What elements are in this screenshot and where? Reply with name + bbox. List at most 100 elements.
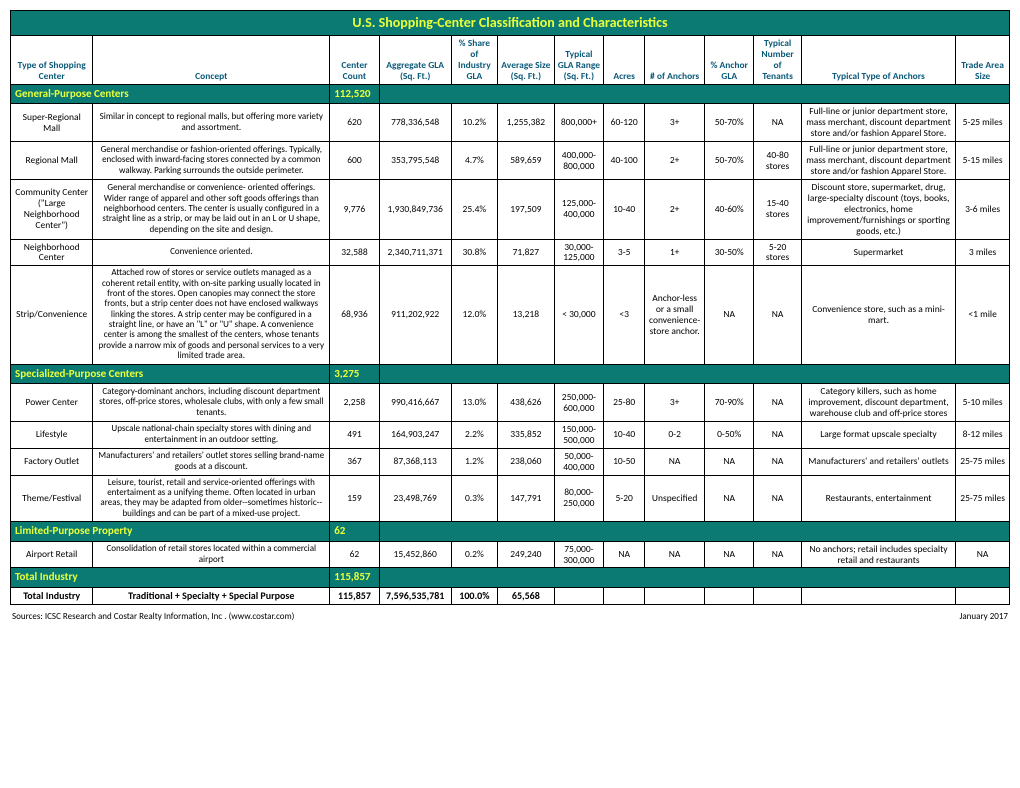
cell-count: 159 — [330, 475, 379, 521]
section-spacer — [379, 521, 1009, 541]
cell-trade: 3-6 miles — [956, 179, 1010, 239]
cell-type: Airport Retail — [11, 541, 93, 568]
page-title: U.S. Shopping-Center Classification and … — [11, 11, 1010, 36]
cell-count: 367 — [330, 448, 379, 475]
cell-share: 12.0% — [451, 266, 497, 364]
cell-count: 9,776 — [330, 179, 379, 239]
cell-typanch: Supermarket — [801, 239, 955, 266]
col-anchors: # of Anchors — [645, 36, 705, 85]
col-share: % Share of Industry GLA — [451, 36, 497, 85]
section-header: General-Purpose Centers112,520 — [11, 84, 1010, 104]
cell-empty — [754, 588, 801, 605]
cell-concept: Consolidation of retail stores located w… — [93, 541, 330, 568]
total-label: Total Industry — [11, 568, 330, 588]
cell-typanch: Restaurants, entertainment — [801, 475, 955, 521]
cell-gla: 250,000-600,000 — [554, 384, 603, 422]
cell-concept: General merchandise or convenience- orie… — [93, 179, 330, 239]
cell-type: Total Industry — [11, 588, 93, 605]
cell-share: 25.4% — [451, 179, 497, 239]
cell-gla: 75,000-300,000 — [554, 541, 603, 568]
cell-share: 30.8% — [451, 239, 497, 266]
cell-typanch: Discount store, supermarket, drug, large… — [801, 179, 955, 239]
cell-typanch: Category killers, such as home improveme… — [801, 384, 955, 422]
total-spacer — [379, 568, 1009, 588]
table-row: Regional MallGeneral merchandise or fash… — [11, 142, 1010, 180]
title-row: U.S. Shopping-Center Classification and … — [11, 11, 1010, 36]
cell-trade: 5-10 miles — [956, 384, 1010, 422]
cell-type: Power Center — [11, 384, 93, 422]
cell-trade: <1 mile — [956, 266, 1010, 364]
cell-gla: 80,000-250,000 — [554, 475, 603, 521]
cell-count: 115,857 — [330, 588, 379, 605]
cell-avg: 147,791 — [498, 475, 555, 521]
cell-avg: 438,626 — [498, 384, 555, 422]
cell-pct: 70-90% — [704, 384, 753, 422]
cell-pct: 40-60% — [704, 179, 753, 239]
cell-count: 2,258 — [330, 384, 379, 422]
footer: Sources: ICSC Research and Costar Realty… — [10, 605, 1010, 622]
cell-empty — [801, 588, 955, 605]
table-row: Theme/FestivalLeisure, tourist, retail a… — [11, 475, 1010, 521]
cell-concept: Manufacturers' and retailers' outlet sto… — [93, 448, 330, 475]
col-agg: Aggregate GLA (Sq. Ft.) — [379, 36, 451, 85]
cell-empty — [554, 588, 603, 605]
cell-trade: 8-12 miles — [956, 421, 1010, 448]
cell-anchors: 3+ — [645, 384, 705, 422]
cell-tenants: 40-80 stores — [754, 142, 801, 180]
cell-pct: 30-50% — [704, 239, 753, 266]
cell-count: 491 — [330, 421, 379, 448]
cell-concept: Category-dominant anchors, including dis… — [93, 384, 330, 422]
cell-acres: <3 — [604, 266, 645, 364]
cell-empty — [704, 588, 753, 605]
cell-gla: 400,000-800,000 — [554, 142, 603, 180]
date-text: January 2017 — [960, 611, 1009, 622]
col-tenants: Typical Number of Tenants — [754, 36, 801, 85]
cell-pct: NA — [704, 448, 753, 475]
cell-avg: 335,852 — [498, 421, 555, 448]
cell-concept: Convenience oriented. — [93, 239, 330, 266]
cell-share: 0.2% — [451, 541, 497, 568]
cell-concept: Traditional + Specialty + Special Purpos… — [93, 588, 330, 605]
cell-anchors: 2+ — [645, 142, 705, 180]
cell-concept: Attached row of stores or service outlet… — [93, 266, 330, 364]
cell-avg: 71,827 — [498, 239, 555, 266]
col-count: Center Count — [330, 36, 379, 85]
total-count: 115,857 — [330, 568, 379, 588]
cell-gla: 125,000-400,000 — [554, 179, 603, 239]
col-trade: Trade Area Size — [956, 36, 1010, 85]
cell-typanch: Large format upscale specialty — [801, 421, 955, 448]
cell-avg: 65,568 — [498, 588, 555, 605]
cell-gla: < 30,000 — [554, 266, 603, 364]
cell-agg: 87,368,113 — [379, 448, 451, 475]
cell-tenants: NA — [754, 266, 801, 364]
cell-type: Theme/Festival — [11, 475, 93, 521]
cell-tenants: 5-20 stores — [754, 239, 801, 266]
cell-avg: 249,240 — [498, 541, 555, 568]
cell-share: 4.7% — [451, 142, 497, 180]
cell-gla: 800,000+ — [554, 104, 603, 142]
cell-agg: 7,596,535,781 — [379, 588, 451, 605]
cell-pct: 0-50% — [704, 421, 753, 448]
source-text: Sources: ICSC Research and Costar Realty… — [12, 611, 294, 622]
cell-acres: 3-5 — [604, 239, 645, 266]
cell-acres: 60-120 — [604, 104, 645, 142]
cell-pct: 50-70% — [704, 142, 753, 180]
cell-share: 0.3% — [451, 475, 497, 521]
section-name: Specialized-Purpose Centers — [11, 364, 330, 384]
cell-typanch: Full-line or junior department store, ma… — [801, 104, 955, 142]
table-row: Super-Regional MallSimilar in concept to… — [11, 104, 1010, 142]
cell-gla: 30,000-125,000 — [554, 239, 603, 266]
cell-agg: 15,452,860 — [379, 541, 451, 568]
cell-tenants: NA — [754, 104, 801, 142]
cell-pct: 50-70% — [704, 104, 753, 142]
table-row: Factory OutletManufacturers' and retaile… — [11, 448, 1010, 475]
cell-share: 13.0% — [451, 384, 497, 422]
cell-agg: 778,336,548 — [379, 104, 451, 142]
cell-empty — [956, 588, 1010, 605]
cell-type: Regional Mall — [11, 142, 93, 180]
cell-anchors: 0-2 — [645, 421, 705, 448]
table-row: Strip/ConvenienceAttached row of stores … — [11, 266, 1010, 364]
cell-empty — [604, 588, 645, 605]
cell-agg: 353,795,548 — [379, 142, 451, 180]
cell-avg: 197,509 — [498, 179, 555, 239]
